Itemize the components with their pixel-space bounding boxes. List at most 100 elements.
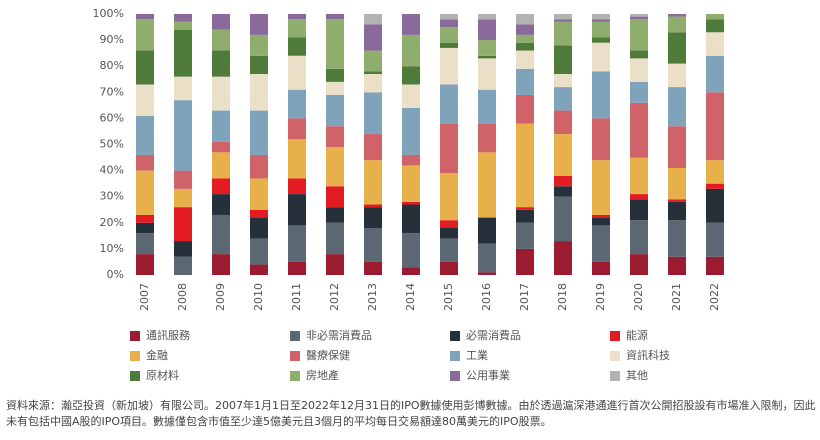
bar-segment	[478, 14, 496, 20]
bar-segment	[250, 110, 268, 155]
bar-segment	[478, 152, 496, 218]
bar-segment	[136, 84, 154, 116]
bar-segment	[288, 37, 306, 56]
bar-segment	[250, 74, 268, 111]
legend-label: 其他	[626, 369, 648, 382]
x-tick-label: 2021	[670, 283, 683, 311]
bar-segment	[212, 76, 230, 111]
bar-segment	[592, 160, 610, 215]
bar-segment	[402, 165, 420, 202]
bar-segment	[364, 74, 382, 93]
x-tick-label: 2017	[518, 283, 531, 311]
x-tick-label: 2015	[442, 283, 455, 311]
bar-segment	[554, 134, 572, 176]
bar-segment	[706, 32, 724, 56]
bar-segment	[402, 66, 420, 85]
bar-segment	[364, 207, 382, 229]
bar-segment	[706, 256, 724, 275]
legend-label: 原材料	[146, 368, 179, 382]
y-tick-label: 100%	[93, 7, 124, 20]
legend-label: 非必需消費品	[306, 328, 372, 342]
bar-segment	[364, 228, 382, 262]
bar-segment	[136, 50, 154, 85]
bar-segment	[326, 81, 344, 95]
bar-segment	[478, 123, 496, 153]
bar-segment	[668, 201, 686, 221]
y-tick-label: 0%	[107, 268, 124, 281]
bar-segment	[364, 71, 382, 75]
bar-segment	[478, 217, 496, 244]
bar-segment	[592, 217, 610, 226]
bar-segment	[554, 19, 572, 22]
bar-segment	[554, 87, 572, 111]
bar-segment	[136, 154, 154, 171]
bar-segment	[630, 102, 648, 158]
x-tick-label: 2020	[632, 283, 645, 311]
legend-swatch	[130, 371, 140, 381]
bar-segment	[516, 209, 534, 223]
y-tick-label: 70%	[100, 85, 124, 98]
bar-segment	[592, 21, 610, 38]
bar-segment	[516, 34, 534, 43]
bar-segment	[364, 134, 382, 161]
bar-segment	[402, 201, 420, 205]
bar-segment	[478, 272, 496, 275]
bar-segment	[250, 34, 268, 56]
bar-segment	[554, 45, 572, 75]
bar-segment	[478, 243, 496, 273]
bar-segment	[554, 21, 572, 46]
bar-segment	[478, 58, 496, 90]
bar-segment	[668, 126, 686, 168]
bar-segment	[440, 228, 458, 239]
bar-segment	[706, 19, 724, 33]
bar-segment	[554, 175, 572, 187]
bar-segment	[516, 94, 534, 124]
bar-segment	[402, 204, 420, 234]
bar-segment	[402, 34, 420, 67]
bar-segment	[288, 19, 306, 38]
bar-segment	[592, 261, 610, 275]
bar-segment	[516, 14, 534, 25]
legend-swatch	[610, 371, 620, 381]
bar-segment	[212, 110, 230, 142]
bar-segment	[288, 261, 306, 275]
bar-segment	[174, 76, 192, 101]
bar-segment	[250, 209, 268, 218]
bar-segment	[288, 225, 306, 262]
bar-segment	[516, 68, 534, 95]
bar-segment	[326, 222, 344, 255]
bar-segment	[554, 74, 572, 88]
bar-segment	[364, 50, 382, 72]
bar-segment	[364, 160, 382, 205]
bar-segment	[402, 107, 420, 155]
bar-segment	[212, 50, 230, 77]
legend-swatch	[290, 371, 300, 381]
bar-segment	[212, 152, 230, 179]
bar-segment	[630, 16, 648, 20]
bar-segment	[326, 254, 344, 275]
bar-segment	[592, 214, 610, 218]
bar-segment	[136, 14, 154, 20]
bar-segment	[630, 14, 648, 17]
bar-segment	[288, 178, 306, 195]
bar-segment	[174, 241, 192, 257]
bar-segment	[288, 139, 306, 179]
bar-segment	[592, 42, 610, 72]
x-tick-label: 2007	[138, 283, 151, 311]
x-tick-label: 2009	[214, 283, 227, 311]
bar-segment	[326, 126, 344, 148]
bar-segment	[706, 14, 724, 20]
legend-swatch	[610, 351, 620, 361]
bar-segment	[136, 233, 154, 255]
bar-segment	[592, 37, 610, 43]
bar-segment	[174, 100, 192, 171]
bar-segment	[288, 194, 306, 226]
bar-segment	[136, 254, 154, 275]
x-tick-label: 2016	[480, 283, 493, 311]
bar-segment	[592, 14, 610, 20]
bar-segment	[554, 186, 572, 197]
bar-segment	[174, 29, 192, 77]
bar-segment	[250, 55, 268, 75]
x-tick-label: 2011	[290, 283, 303, 311]
bar-segment	[402, 154, 420, 166]
